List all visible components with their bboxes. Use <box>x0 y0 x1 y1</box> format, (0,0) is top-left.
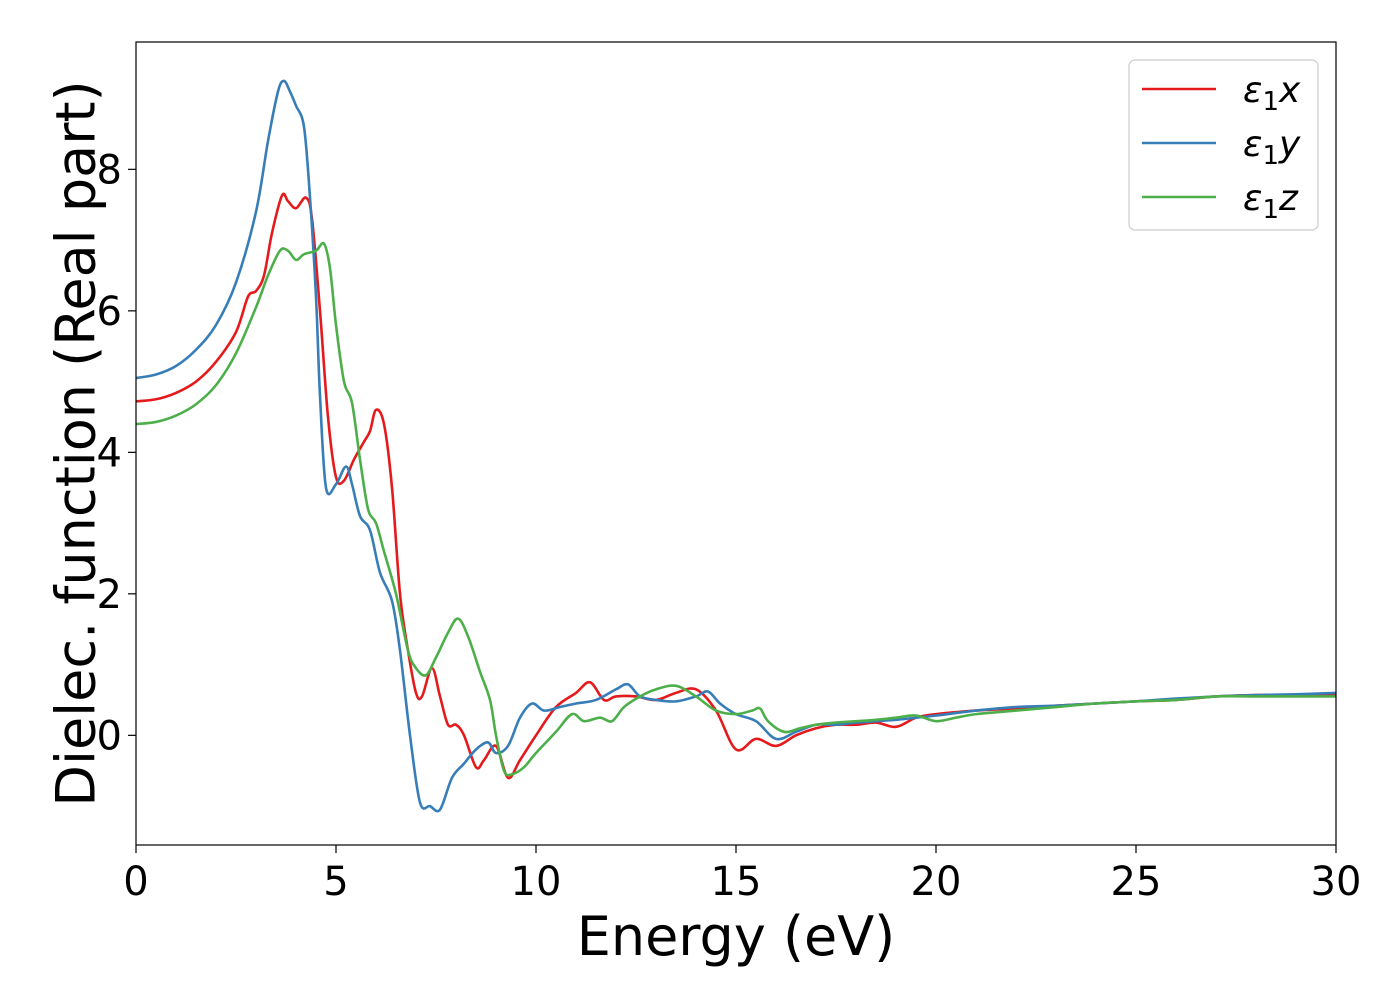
plot-lines <box>135 79 1337 813</box>
y-tick-label: 2 <box>97 572 122 618</box>
x-tick-label: 15 <box>711 859 762 905</box>
series-line-y <box>135 79 1337 813</box>
legend-label-y: ε1y <box>1243 124 1301 171</box>
y-tick-label: 6 <box>97 289 122 335</box>
legend: ε1x ε1y ε1z <box>1128 59 1319 231</box>
x-tick-label: 20 <box>911 859 962 905</box>
legend-label-x: ε1x <box>1243 70 1301 117</box>
legend-label-z: ε1z <box>1243 178 1299 225</box>
y-axis-label: Dielec. function (Real part) <box>45 80 108 806</box>
y-axis: 0 2 4 6 8 <box>97 147 136 759</box>
legend-box <box>1128 59 1319 231</box>
y-tick-label: 4 <box>97 430 122 476</box>
y-tick-label: 8 <box>97 147 122 193</box>
x-tick-label: 10 <box>511 859 562 905</box>
y-tick-label: 0 <box>97 713 122 759</box>
x-axis: 0 5 10 15 20 25 30 <box>123 845 1361 905</box>
x-tick-label: 5 <box>323 859 348 905</box>
x-tick-label: 30 <box>1311 859 1362 905</box>
x-axis-label: Energy (eV) <box>577 905 896 968</box>
x-tick-label: 25 <box>1111 859 1162 905</box>
x-tick-label: 0 <box>123 859 148 905</box>
series-line-x <box>135 192 1337 780</box>
series-line-z <box>135 241 1336 777</box>
